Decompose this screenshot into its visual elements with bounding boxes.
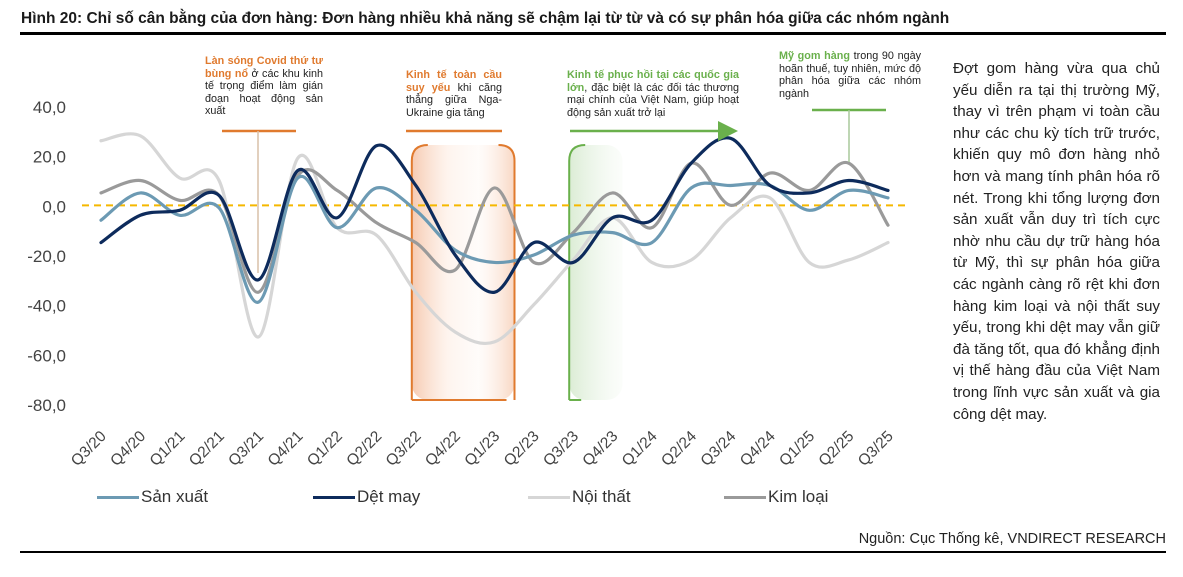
figure-title: Hình 20: Chỉ số cân bằng của đơn hàng: Đ… [21,10,950,27]
source-note: Nguồn: Cục Thống kê, VNDIRECT RESEARCH [858,531,1166,547]
annotation-recovery: Kinh tế phục hồi tại các quốc gia lớn, đ… [567,69,739,119]
x-tick-label: Q2/23 [501,428,543,470]
x-tick-label: Q4/23 [579,428,621,470]
x-tick-label: Q4/21 [265,428,307,470]
highlight-band-outline-1 [410,144,516,401]
legend-item-san-xuat: Sản xuất [97,486,208,508]
commentary-text: Đợt gom hàng vừa qua chủ yếu diễn ra tại… [953,60,1160,423]
x-tick-label: Q4/22 [422,428,464,470]
x-tick-label: Q4/20 [107,428,149,470]
y-tick-label: 40,0 [33,98,66,117]
legend-swatch [97,495,139,499]
annotation-us-stockpile: Mỹ gom hàng trong 90 ngày hoãn thuế, tuy… [779,50,921,100]
highlight-band-1 [411,145,515,400]
highlight-band-2 [569,145,623,400]
x-tick-label: Q2/25 [816,428,858,470]
series-line-sản-xuất [99,174,890,304]
annotation-covid: Làn sóng Covid thứ tư bùng nổ ở các khu … [205,55,323,118]
bottom-divider [20,551,1166,553]
y-tick-label: -80,0 [27,396,66,415]
x-tick-label: Q1/23 [461,428,503,470]
series-line-kim-loại [99,160,890,294]
y-tick-label: -60,0 [27,346,66,365]
y-tick-label: 0,0 [42,197,66,216]
highlight-band-outline-2 [568,144,586,401]
legend-swatch [724,495,766,499]
x-tick-label: Q4/24 [737,428,779,470]
y-tick-label: -20,0 [27,247,66,266]
x-tick-label: Q3/22 [383,428,425,470]
series-line-dệt-may [99,136,890,294]
x-tick-label: Q3/23 [540,428,582,470]
x-tick-label: Q1/21 [147,428,189,470]
x-tick-label: Q1/22 [304,428,346,470]
legend-item-kim-loai: Kim loại [724,486,828,508]
top-divider [20,32,1166,35]
legend-swatch [313,495,355,499]
y-tick-label: -40,0 [27,297,66,316]
x-tick-label: Q2/22 [343,428,385,470]
x-tick-label: Q2/21 [186,428,228,470]
x-tick-label: Q3/20 [68,428,110,470]
y-tick-label: 20,0 [33,148,66,167]
x-tick-label: Q3/25 [855,428,897,470]
legend-swatch [528,495,570,499]
legend-item-det-may: Dệt may [313,486,420,508]
x-tick-label: Q1/24 [619,428,661,470]
x-tick-label: Q3/21 [225,428,267,470]
x-tick-label: Q3/24 [698,428,740,470]
x-tick-label: Q2/24 [658,428,700,470]
x-tick-label: Q1/25 [776,428,818,470]
annotation-global-weak: Kinh tế toàn cầu suy yếu khi căng thẳng … [406,69,502,119]
legend-item-noi-that: Nội thất [528,486,631,508]
